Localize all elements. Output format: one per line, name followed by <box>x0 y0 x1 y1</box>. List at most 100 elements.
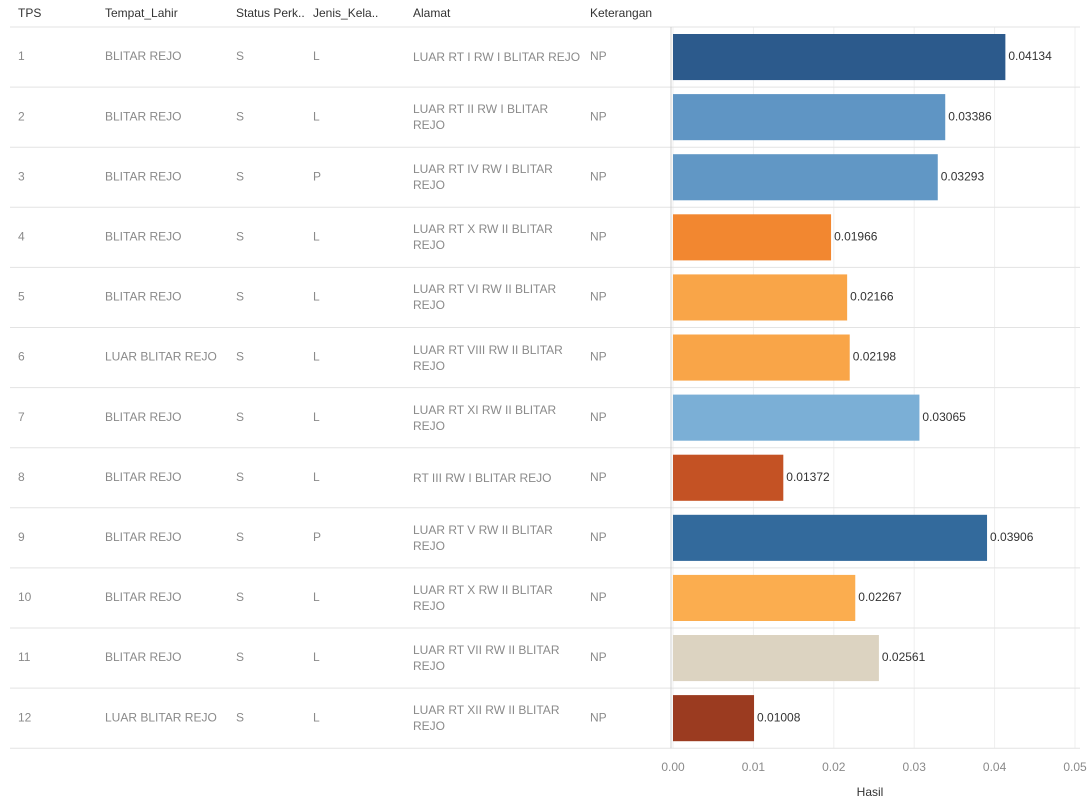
tps-cell: 7 <box>18 410 25 424</box>
x-tick-label: 0.05 <box>1063 760 1087 774</box>
table-cell: NP <box>590 590 607 604</box>
table-cell: S <box>236 230 244 244</box>
table-cell: NP <box>590 49 607 63</box>
table-cell: S <box>236 590 244 604</box>
table-cell: LUAR BLITAR REJO <box>105 710 217 724</box>
address-text: LUAR RT IV RW I BLITAR REJO <box>413 162 553 193</box>
address-text: LUAR RT X RW II BLITAR REJO <box>413 222 553 253</box>
tps-cell: 1 <box>18 49 25 63</box>
address-cell: LUAR RT V RW II BLITAR REJO <box>413 522 553 553</box>
tps-cell: 6 <box>18 350 25 364</box>
tps-cell: 4 <box>18 230 25 244</box>
table-cell: L <box>313 710 320 724</box>
x-tick-label: 0.00 <box>661 760 685 774</box>
table-cell: BLITAR REJO <box>105 109 181 123</box>
data-label: 0.02198 <box>853 350 897 364</box>
table-cell: BLITAR REJO <box>105 49 181 63</box>
table-cell: L <box>313 230 320 244</box>
data-label: 0.02561 <box>882 650 926 664</box>
tps-cell: 3 <box>18 169 25 183</box>
table-cell: NP <box>590 470 607 484</box>
address-text: LUAR RT II RW I BLITAR REJO <box>413 102 549 133</box>
x-tick-label: 0.01 <box>742 760 766 774</box>
table-cell: NP <box>590 410 607 424</box>
address-cell: LUAR RT VIII RW II BLITAR REJO <box>413 342 563 373</box>
bar <box>673 695 755 742</box>
table-cell: S <box>236 410 244 424</box>
column-header: Tempat_Lahir <box>105 6 178 20</box>
address-cell: LUAR RT II RW I BLITAR REJO <box>413 102 549 133</box>
tps-cell: 2 <box>18 109 25 123</box>
address-cell: LUAR RT VI RW II BLITAR REJO <box>413 282 557 313</box>
table-cell: S <box>236 290 244 304</box>
table-cell: P <box>313 530 321 544</box>
tps-cell: 10 <box>18 590 32 604</box>
table-cell: BLITAR REJO <box>105 169 181 183</box>
table-cell: BLITAR REJO <box>105 530 181 544</box>
table-cell: BLITAR REJO <box>105 410 181 424</box>
bar <box>673 454 784 501</box>
table-cell: BLITAR REJO <box>105 470 181 484</box>
table-cell: NP <box>590 530 607 544</box>
column-header: Keterangan <box>590 6 652 20</box>
table-cell: NP <box>590 650 607 664</box>
table-cell: L <box>313 590 320 604</box>
table-cell: L <box>313 470 320 484</box>
table-cell: NP <box>590 109 607 123</box>
table-cell: S <box>236 350 244 364</box>
x-tick-label: 0.02 <box>822 760 846 774</box>
table-cell: LUAR BLITAR REJO <box>105 350 217 364</box>
bar <box>673 274 848 321</box>
bar <box>673 635 879 682</box>
table-cell: L <box>313 49 320 63</box>
address-cell: LUAR RT XII RW II BLITAR REJO <box>413 703 560 734</box>
data-label: 0.03906 <box>990 530 1034 544</box>
address-cell: LUAR RT IV RW I BLITAR REJO <box>413 162 553 193</box>
table-cell: NP <box>590 290 607 304</box>
data-label: 0.03065 <box>922 410 966 424</box>
table-cell: L <box>313 650 320 664</box>
table-cell: BLITAR REJO <box>105 590 181 604</box>
table-cell: S <box>236 470 244 484</box>
bar <box>673 214 832 261</box>
table-cell: NP <box>590 710 607 724</box>
data-label: 0.01008 <box>757 710 801 724</box>
address-cell: LUAR RT X RW II BLITAR REJO <box>413 583 553 613</box>
table-cell: S <box>236 109 244 123</box>
tps-cell: 11 <box>18 650 31 664</box>
bar <box>673 574 856 621</box>
table-cell: S <box>236 49 244 63</box>
x-axis-label: Hasil <box>857 785 884 799</box>
table-cell: L <box>313 350 320 364</box>
data-label: 0.01966 <box>834 230 878 244</box>
column-header: TPS <box>18 6 41 20</box>
table-cell: S <box>236 650 244 664</box>
address-cell: LUAR RT I RW I BLITAR REJO <box>413 50 581 64</box>
bar <box>673 394 920 441</box>
address-cell: LUAR RT X RW II BLITAR REJO <box>413 222 553 253</box>
table-cell: S <box>236 530 244 544</box>
data-label: 0.03386 <box>948 109 992 123</box>
data-label: 0.02267 <box>858 590 902 604</box>
address-text: LUAR RT XII RW II BLITAR REJO <box>413 703 560 734</box>
data-label: 0.01372 <box>786 470 830 484</box>
address-text: LUAR RT I RW I BLITAR REJO <box>413 50 581 64</box>
address-cell: RT III RW I BLITAR REJO <box>413 470 552 485</box>
table-cell: L <box>313 109 320 123</box>
table-cell: NP <box>590 230 607 244</box>
address-text: LUAR RT VII RW II BLITAR REJO <box>413 643 560 673</box>
table-cell: NP <box>590 350 607 364</box>
bar <box>673 514 988 561</box>
tps-cell: 9 <box>18 530 25 544</box>
address-text: LUAR RT VI RW II BLITAR REJO <box>413 282 557 313</box>
tps-cell: 12 <box>18 710 32 724</box>
address-text: LUAR RT V RW II BLITAR REJO <box>413 522 553 553</box>
address-text: LUAR RT XI RW II BLITAR REJO <box>413 402 557 433</box>
column-header: Alamat <box>413 6 451 20</box>
address-text: RT III RW I BLITAR REJO <box>413 470 552 485</box>
address-cell: LUAR RT XI RW II BLITAR REJO <box>413 402 557 433</box>
x-tick-label: 0.03 <box>903 760 927 774</box>
column-header: Jenis_Kela.. <box>313 6 378 20</box>
address-text: LUAR RT VIII RW II BLITAR REJO <box>413 342 563 373</box>
